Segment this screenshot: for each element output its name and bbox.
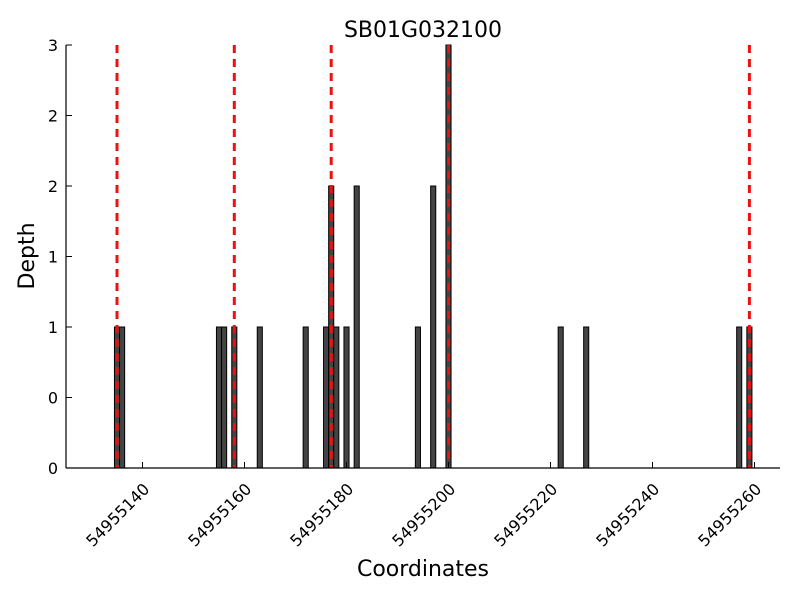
y-tick-label: 3 [48, 36, 58, 55]
depth-bar [414, 326, 421, 469]
reference-lines-layer [115, 45, 751, 468]
y-tick-label: 2 [48, 177, 58, 196]
x-tick-label: 54955180 [286, 479, 357, 550]
x-tick-label: 54955200 [388, 479, 459, 550]
depth-bar [583, 326, 590, 469]
depth-bar [323, 326, 330, 469]
depth-bar [736, 326, 743, 469]
depth-bar [119, 326, 126, 469]
x-tick-label: 54955140 [82, 479, 153, 550]
ticks-layer: 0 0 1 1 2 2 3 54955140 54955160 54955180 54955200 5… [48, 36, 766, 550]
y-axis-label: Depth [15, 222, 40, 289]
depth-bar [353, 185, 360, 469]
x-tick-label: 54955220 [490, 479, 561, 550]
depth-bar [302, 326, 309, 469]
chart-title: SB01G032100 [344, 18, 502, 43]
x-tick-label: 54955260 [694, 479, 765, 550]
depth-bar [430, 185, 437, 469]
y-tick-label: 1 [48, 248, 58, 267]
y-tick-label: 0 [48, 389, 58, 408]
y-tick-label: 0 [48, 459, 58, 478]
x-tick-label: 54955240 [592, 479, 663, 550]
depth-bar [557, 326, 564, 469]
x-axis-label: Coordinates [357, 557, 489, 582]
depth-bar [333, 326, 340, 469]
depth-bar [256, 326, 263, 469]
bars-layer [113, 44, 753, 469]
y-tick-label: 2 [48, 107, 58, 126]
depth-bar [215, 326, 223, 469]
axes-layer [65, 45, 780, 469]
depth-bar [343, 326, 350, 469]
depth-bar [221, 326, 228, 469]
y-tick-label: 1 [48, 318, 58, 337]
x-tick-label: 54955160 [184, 479, 255, 550]
